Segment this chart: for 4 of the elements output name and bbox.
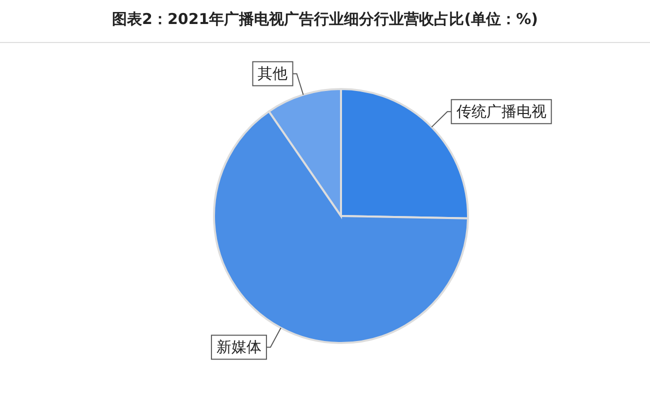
slice-label: 其他	[258, 64, 288, 83]
slice-label: 传统广播电视	[456, 102, 546, 121]
chart-title: 图表2：2021年广播电视广告行业细分行业营收占比(单位：%)	[0, 0, 650, 43]
slice-label: 新媒体	[216, 338, 262, 356]
